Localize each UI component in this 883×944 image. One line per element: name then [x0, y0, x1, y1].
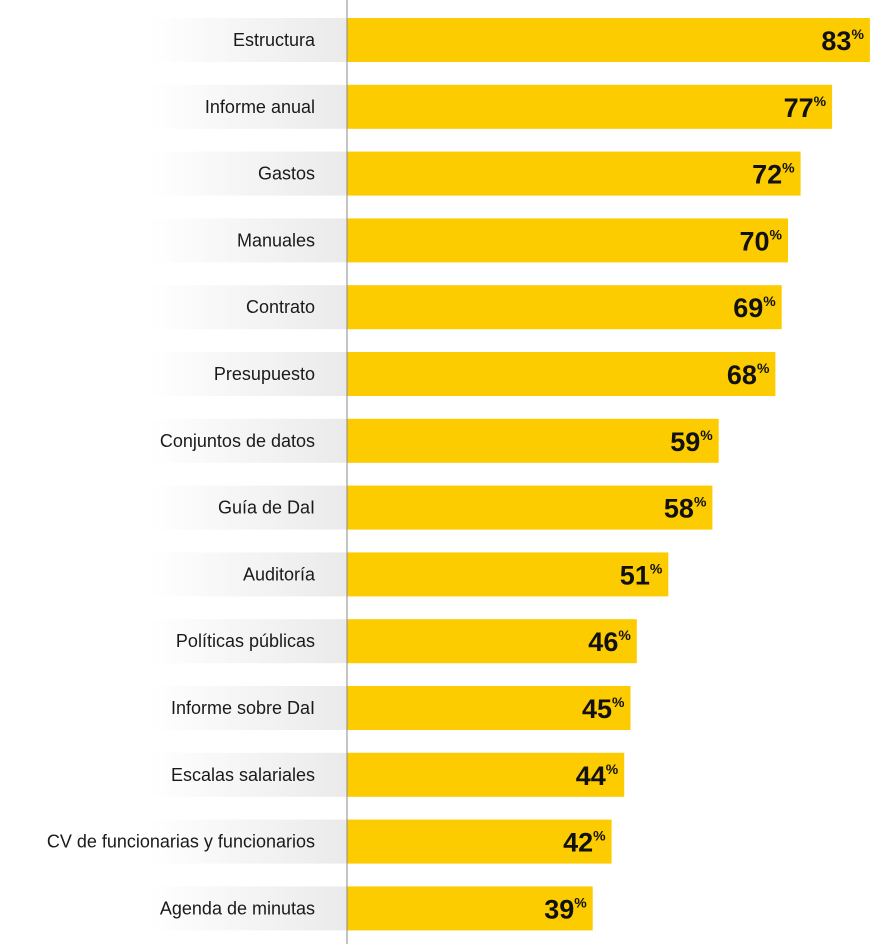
bar: [347, 485, 713, 530]
bar: [347, 686, 631, 730]
value-label: 46%: [588, 627, 631, 657]
category-label: Gastos: [258, 164, 315, 184]
bar: [347, 819, 612, 864]
value-label: 77%: [784, 93, 827, 123]
value-percent-sign: %: [814, 93, 827, 109]
category-label: Manuales: [237, 230, 315, 250]
bar: [347, 84, 833, 129]
value-percent-sign: %: [612, 694, 625, 710]
value-label: 68%: [727, 360, 770, 390]
label-band: [150, 151, 347, 196]
value-label: 44%: [576, 761, 619, 791]
value-label: 69%: [733, 293, 776, 323]
label-band: [150, 686, 347, 730]
value-number: 59: [670, 427, 700, 457]
label-band: [150, 485, 347, 530]
label-band: [150, 84, 347, 129]
label-band: [150, 619, 347, 664]
value-percent-sign: %: [782, 160, 795, 176]
value-percent-sign: %: [593, 828, 606, 844]
value-label: 72%: [752, 160, 795, 190]
label-band: [150, 752, 347, 797]
category-label: Agenda de minutas: [160, 898, 315, 918]
bar: [347, 752, 625, 797]
value-label: 70%: [740, 226, 783, 256]
value-percent-sign: %: [574, 894, 587, 910]
value-percent-sign: %: [618, 627, 631, 643]
bar: [347, 352, 776, 396]
value-percent-sign: %: [650, 560, 663, 576]
bar: [347, 218, 788, 263]
category-label: CV de funcionarias y funcionarios: [47, 832, 315, 852]
value-number: 44: [576, 761, 606, 791]
value-percent-sign: %: [694, 494, 707, 510]
value-number: 42: [563, 828, 593, 858]
value-label: 58%: [664, 494, 707, 524]
bar: [347, 619, 637, 664]
label-band: [150, 218, 347, 263]
category-label: Informe anual: [205, 97, 315, 117]
value-number: 72: [752, 160, 782, 190]
value-label: 51%: [620, 560, 663, 590]
value-label: 59%: [670, 427, 713, 457]
value-number: 58: [664, 494, 694, 524]
value-number: 83: [821, 26, 851, 56]
bar: [347, 18, 870, 62]
label-band: [150, 886, 347, 931]
value-percent-sign: %: [700, 427, 713, 443]
bar: [347, 151, 801, 196]
label-band: [150, 552, 347, 597]
value-percent-sign: %: [763, 293, 776, 309]
bar: [347, 285, 782, 330]
label-band: [150, 18, 347, 62]
value-percent-sign: %: [851, 26, 864, 42]
label-band: [150, 819, 347, 864]
category-label: Guía de DaI: [218, 498, 315, 518]
label-band: [150, 285, 347, 330]
bars: [347, 18, 870, 931]
value-label: 39%: [544, 894, 587, 924]
value-percent-sign: %: [757, 360, 770, 376]
category-label: Contrato: [246, 297, 315, 317]
category-label: Presupuesto: [214, 364, 315, 384]
value-number: 51: [620, 560, 650, 590]
category-label: Informe sobre DaI: [171, 698, 315, 718]
bar: [347, 552, 669, 597]
value-number: 70: [740, 226, 770, 256]
label-band: [150, 418, 347, 463]
bar: [347, 418, 719, 463]
category-label: Escalas salariales: [171, 765, 315, 785]
category-label: Auditoría: [243, 564, 316, 584]
value-number: 69: [733, 293, 763, 323]
value-number: 46: [588, 627, 618, 657]
label-band: [150, 352, 347, 396]
bar: [347, 886, 593, 931]
category-label: Estructura: [233, 30, 316, 50]
value-number: 68: [727, 360, 757, 390]
value-labels: 83%77%72%70%69%68%59%58%51%46%45%44%42%3…: [544, 26, 864, 924]
category-label: Políticas públicas: [176, 631, 315, 651]
category-label: Conjuntos de datos: [160, 431, 315, 451]
value-label: 45%: [582, 694, 625, 724]
category-labels: Estructura Informe anual Gastos Manuales Con…: [47, 30, 316, 918]
value-percent-sign: %: [770, 226, 783, 242]
value-number: 39: [544, 894, 574, 924]
value-percent-sign: %: [606, 761, 619, 777]
value-number: 77: [784, 93, 814, 123]
value-number: 45: [582, 694, 612, 724]
value-label: 42%: [563, 828, 606, 858]
label-bands: [150, 18, 347, 931]
value-label: 83%: [821, 26, 864, 56]
